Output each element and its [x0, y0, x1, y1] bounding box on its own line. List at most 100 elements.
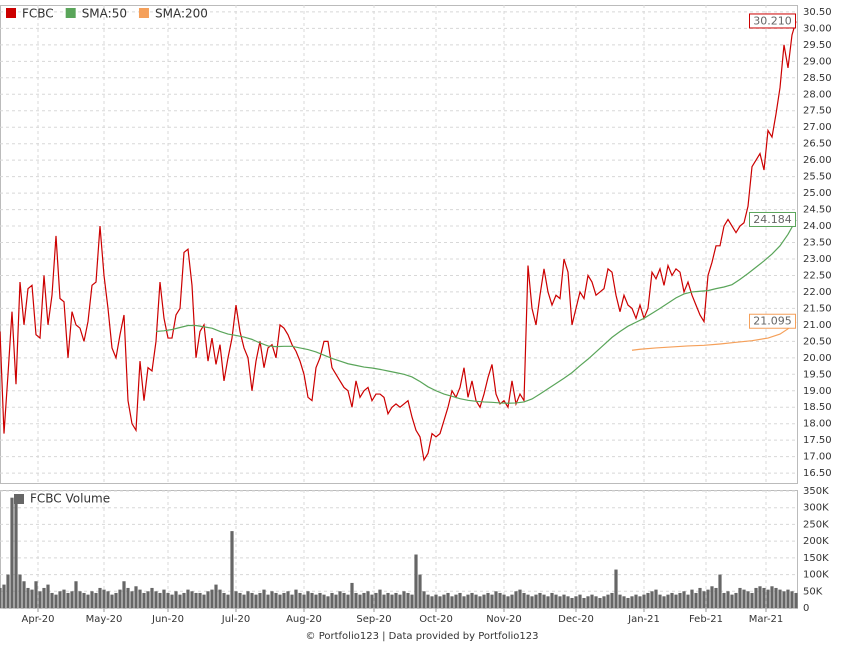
volume-bar — [346, 594, 350, 608]
x-tick-label: Mar-21 — [749, 614, 784, 625]
volume-bar — [706, 589, 710, 608]
volume-bar — [78, 591, 82, 608]
volume-bar — [254, 594, 258, 608]
volume-bar — [714, 587, 718, 608]
volume-bar — [462, 596, 466, 608]
volume-bar — [598, 597, 602, 608]
value-box-label: 24.184 — [753, 213, 792, 226]
volume-bar — [246, 591, 250, 608]
volume-bar — [262, 589, 266, 608]
volume-bar — [618, 594, 622, 608]
volume-bar — [402, 591, 406, 608]
volume-bar — [646, 592, 650, 608]
value-box — [749, 13, 796, 29]
y-tick-label: 100K — [803, 570, 829, 581]
volume-bar — [130, 591, 134, 608]
y-tick-label: 16.50 — [803, 468, 832, 479]
volume-bar — [570, 597, 574, 608]
volume-bar — [54, 594, 58, 608]
volume-bar — [730, 594, 734, 608]
y-tick-label: 300K — [803, 503, 829, 514]
volume-bar — [734, 592, 738, 608]
volume-bar — [210, 589, 214, 608]
volume-bar — [558, 596, 562, 608]
y-tick-label: 25.00 — [803, 188, 832, 199]
volume-bar — [746, 591, 750, 608]
volume-bar — [678, 592, 682, 608]
volume-bar — [362, 592, 366, 608]
volume-bar — [582, 597, 586, 608]
volume-bar — [258, 592, 262, 608]
volume-bar — [682, 591, 686, 608]
y-tick-label: 150K — [803, 553, 829, 564]
volume-bar — [546, 596, 550, 608]
x-tick-label: Jul-20 — [221, 614, 250, 625]
volume-bar — [82, 592, 86, 608]
y-tick-label: 17.00 — [803, 452, 832, 463]
volume-bar — [574, 596, 578, 608]
y-tick-label: 25.50 — [803, 172, 832, 183]
y-tick-label: 22.50 — [803, 270, 832, 281]
volume-bar — [170, 594, 174, 608]
volume-bar — [138, 589, 142, 608]
volume-bar — [606, 594, 610, 608]
volume-bar — [278, 594, 282, 608]
volume-bar — [578, 594, 582, 608]
volume-bar — [630, 596, 634, 608]
volume-bar — [354, 592, 358, 608]
volume-bar — [378, 589, 382, 608]
volume-bar — [366, 591, 370, 608]
volume-bar — [10, 497, 14, 608]
volume-bar — [94, 592, 98, 608]
volume-bar — [478, 596, 482, 608]
volume-bar — [486, 592, 490, 608]
volume-bar — [18, 574, 22, 608]
price-panel — [0, 5, 798, 484]
volume-bar — [430, 596, 434, 608]
volume-bar — [122, 581, 126, 608]
y-tick-label: 24.50 — [803, 205, 832, 216]
volume-bar — [554, 594, 558, 608]
volume-bar — [686, 594, 690, 608]
volume-bar — [634, 594, 638, 608]
volume-bar — [474, 594, 478, 608]
volume-bar — [610, 592, 614, 608]
volume-bar — [314, 594, 318, 608]
x-tick-label: Oct-20 — [419, 614, 453, 625]
volume-bar — [494, 591, 498, 608]
volume-bar — [770, 586, 774, 608]
volume-bar — [126, 587, 130, 608]
value-box — [749, 211, 796, 227]
volume-bar — [386, 592, 390, 608]
volume-bar — [370, 594, 374, 608]
volume-bar — [650, 591, 654, 608]
volume-bar — [150, 587, 154, 608]
legend-label: SMA:50 — [82, 7, 127, 21]
volume-bar — [238, 592, 242, 608]
volume-bar — [174, 591, 178, 608]
volume-bar — [394, 592, 398, 608]
volume-bar — [750, 592, 754, 608]
volume-bar — [330, 592, 334, 608]
volume-bar — [446, 592, 450, 608]
x-tick-label: May-20 — [86, 614, 123, 625]
volume-bar — [46, 584, 50, 608]
volume-bar — [86, 594, 90, 608]
volume-bar — [426, 594, 430, 608]
volume-bar — [562, 594, 566, 608]
volume-bar — [690, 589, 694, 608]
y-tick-label: 18.00 — [803, 419, 832, 430]
volume-bar — [326, 596, 330, 608]
volume-bar — [182, 592, 186, 608]
y-tick-label: 350K — [803, 486, 829, 497]
y-tick-label: 19.00 — [803, 386, 832, 397]
volume-bar — [306, 591, 310, 608]
volume-bar — [722, 592, 726, 608]
volume-bar — [58, 591, 62, 608]
volume-bar — [26, 587, 30, 608]
price-line — [155, 219, 797, 404]
volume-bar — [34, 581, 38, 608]
volume-bar — [286, 591, 290, 608]
volume-bar — [274, 592, 278, 608]
volume-bar — [398, 594, 402, 608]
